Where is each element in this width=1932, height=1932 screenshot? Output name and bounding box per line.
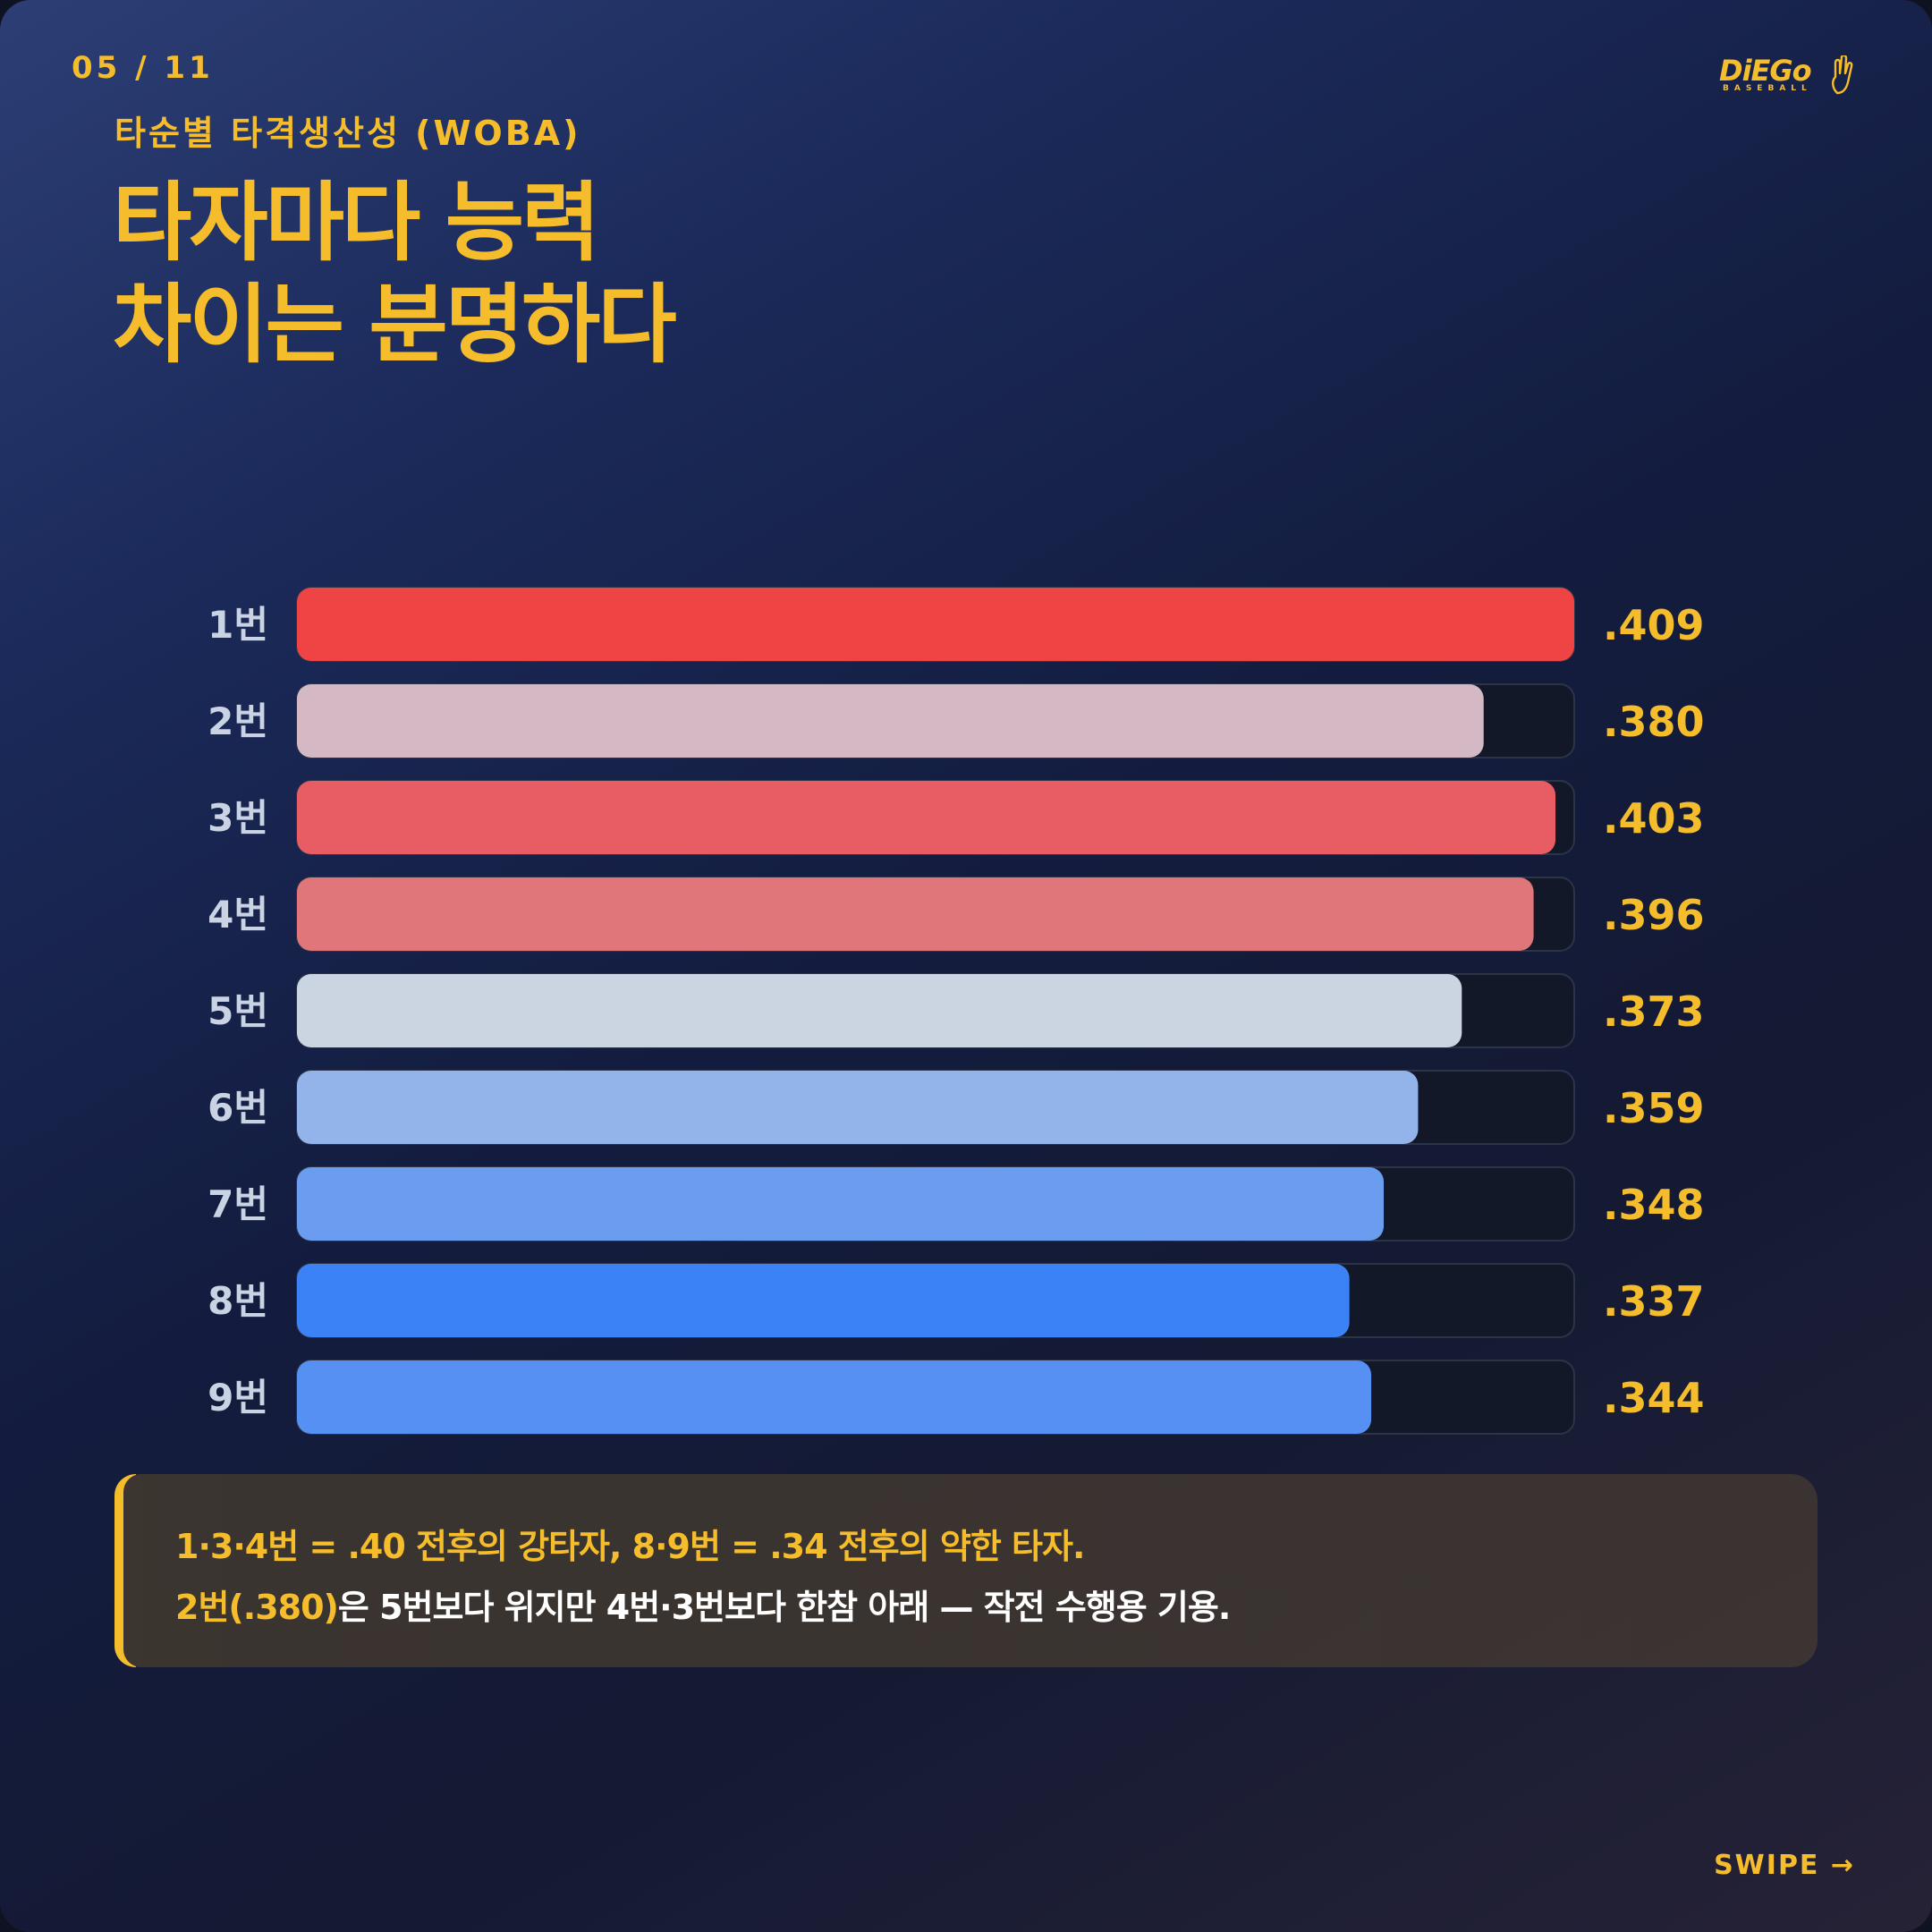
value-label: .409 xyxy=(1603,601,1705,649)
value-label: .348 xyxy=(1603,1181,1705,1229)
swipe-button[interactable]: SWIPE → xyxy=(1714,1850,1855,1881)
page-indicator: 05 / 11 xyxy=(72,50,214,86)
value-label: .373 xyxy=(1603,987,1705,1036)
callout-highlight: 2번(.380) xyxy=(175,1588,339,1627)
callout-line-2: 2번(.380)은 5번보다 위지만 4번·3번보다 한참 아래 — 작전 수행… xyxy=(175,1580,1231,1629)
brand-logo: DiEGo BASEBALL xyxy=(1719,54,1855,98)
category-label: 3번 xyxy=(208,796,268,840)
value-label: .396 xyxy=(1603,891,1705,939)
logo-subtext: BASEBALL xyxy=(1723,84,1812,93)
category-label: 7번 xyxy=(208,1182,268,1226)
bar-3 xyxy=(297,781,1556,854)
bar-4 xyxy=(297,877,1534,951)
bar-5 xyxy=(297,974,1462,1047)
chart-subtitle: 타순별 타격생산성 (WOBA) xyxy=(114,114,581,153)
value-label: .337 xyxy=(1603,1277,1705,1326)
category-label: 1번 xyxy=(208,603,268,647)
bar-8 xyxy=(297,1264,1350,1337)
bar-1 xyxy=(297,588,1574,661)
category-label: 4번 xyxy=(208,893,268,936)
value-label: .344 xyxy=(1603,1374,1705,1422)
bar-9 xyxy=(297,1360,1372,1434)
woba-bar-chart: 1번 .409 2번 .380 3번 .403 4번 .396 5번 .373 6번 .359 7번 .3… xyxy=(208,587,1705,1435)
title-line-1: 타자마다 능력 xyxy=(113,173,600,273)
bar-2 xyxy=(297,684,1484,758)
hand-sign-icon xyxy=(1832,55,1853,95)
callout-line-1: 1·3·4번 = .40 전후의 강타자, 8·9번 = .34 전후의 약한 … xyxy=(175,1527,1085,1566)
category-label: 6번 xyxy=(208,1086,268,1130)
category-label: 8번 xyxy=(208,1279,268,1323)
logo-wordmark: DiEGo xyxy=(1719,54,1812,88)
bar-7 xyxy=(297,1167,1385,1241)
insight-callout: 1·3·4번 = .40 전후의 강타자, 8·9번 = .34 전후의 약한 … xyxy=(114,1474,1818,1667)
category-label: 2번 xyxy=(208,699,268,743)
callout-accent-bar xyxy=(114,1474,141,1667)
value-label: .359 xyxy=(1603,1084,1705,1132)
value-label: .403 xyxy=(1603,794,1705,843)
category-label: 5번 xyxy=(208,989,268,1033)
page-title: 타자마다 능력 차이는 분명하다 xyxy=(113,172,677,376)
value-label: .380 xyxy=(1603,698,1705,746)
category-label: 9번 xyxy=(208,1376,268,1419)
callout-line-2-text: 은 5번보다 위지만 4번·3번보다 한참 아래 — 작전 수행용 기용. xyxy=(337,1588,1231,1627)
bar-6 xyxy=(297,1071,1419,1144)
title-line-2: 차이는 분명하다 xyxy=(113,275,677,375)
